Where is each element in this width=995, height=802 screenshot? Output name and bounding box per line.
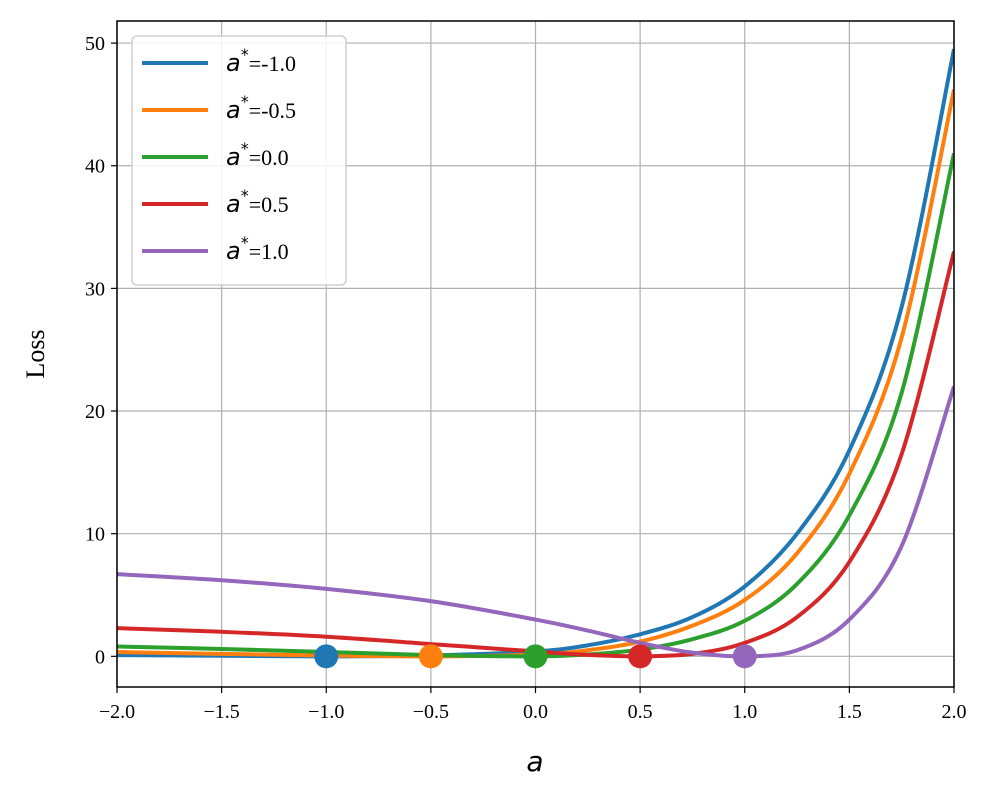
x-tick-label: 0.0 — [523, 701, 548, 723]
x-tick-label: −1.5 — [203, 701, 239, 723]
x-axis-title: a — [526, 745, 543, 778]
x-tick-label: 2.0 — [942, 701, 967, 723]
y-tick-label: 0 — [95, 646, 105, 668]
x-tick-label: −1.0 — [308, 701, 344, 723]
minimum-marker-4 — [732, 644, 757, 669]
y-axis-title: Loss — [21, 329, 50, 378]
x-tick-label: −0.5 — [413, 701, 449, 723]
x-axis-ticks: −2.0 −1.5 −1.0 −0.5 0.0 0.5 1.0 1.5 2.0 — [99, 687, 967, 723]
legend-label: a*=-0.5 — [226, 92, 296, 124]
minimum-marker-3 — [628, 644, 653, 669]
y-tick-label: 40 — [85, 156, 105, 178]
legend-item-4: a*=1.0 — [142, 233, 289, 265]
legend-box — [131, 35, 347, 286]
x-tick-label: 1.0 — [732, 701, 757, 723]
grid-lines — [116, 21, 955, 687]
legend: a*=-1.0 a*=-0.5 a*=0.0 a*=0.5 a*=1.0 — [131, 35, 347, 286]
x-tick-label: 1.5 — [837, 701, 862, 723]
minimum-marker-1 — [418, 644, 443, 669]
y-tick-label: 50 — [85, 33, 105, 55]
legend-label: a*=0.5 — [226, 186, 289, 218]
y-tick-label: 20 — [85, 401, 105, 423]
y-axis-ticks: 0 10 20 30 40 50 — [85, 33, 117, 668]
legend-item-0: a*=-1.0 — [142, 45, 296, 77]
minimum-markers — [314, 644, 757, 669]
x-tick-label: 0.5 — [628, 701, 653, 723]
x-tick-label: −2.0 — [99, 701, 135, 723]
legend-label: a*=-1.0 — [226, 45, 296, 77]
legend-label: a*=0.0 — [226, 139, 289, 171]
legend-item-1: a*=-0.5 — [142, 92, 296, 124]
legend-item-3: a*=0.5 — [142, 186, 289, 218]
legend-label: a*=1.0 — [226, 233, 289, 265]
y-tick-label: 10 — [85, 524, 105, 546]
minimum-marker-2 — [523, 644, 548, 669]
minimum-marker-0 — [314, 644, 339, 669]
series-line-4 — [117, 385, 954, 659]
legend-item-2: a*=0.0 — [142, 139, 289, 171]
y-tick-label: 30 — [85, 278, 105, 300]
